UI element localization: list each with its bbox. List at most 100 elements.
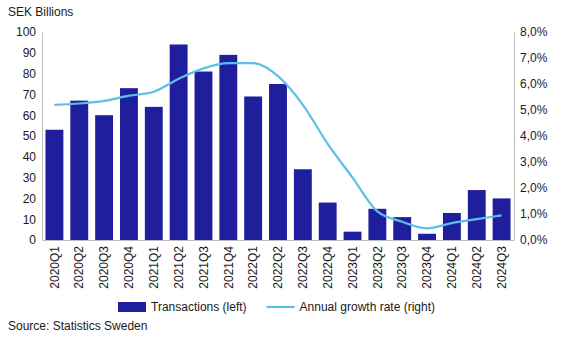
bar [120, 88, 138, 240]
bar [319, 203, 337, 240]
tick-label: 90 [23, 46, 37, 60]
legend-label: Annual growth rate (right) [300, 300, 435, 314]
tick: 60 [23, 109, 42, 123]
tick-label: 7,0% [520, 51, 548, 65]
tick-label: 2023Q1 [346, 246, 360, 289]
bar [418, 234, 436, 240]
tick: 0 [29, 233, 42, 247]
bar [95, 115, 113, 240]
tick: 2022Q4 [321, 240, 335, 289]
tick: 100 [16, 25, 42, 39]
bar [219, 55, 237, 240]
tick: 2022Q1 [246, 240, 260, 289]
chart: 0 10 20 30 40 50 60 70 80 90 100 0,0% 1,0% 2,0% 3,0% 4,… [0, 0, 564, 354]
tick: 70 [23, 88, 42, 102]
tick-label: 0,0% [520, 233, 548, 247]
tick: 2022Q2 [271, 240, 285, 289]
tick: 2022Q3 [296, 240, 310, 289]
tick: 0,0% [514, 233, 548, 247]
tick-label: 60 [23, 109, 37, 123]
tick: 2020Q4 [122, 240, 136, 289]
marks [45, 44, 510, 240]
tick: 2021Q1 [147, 240, 161, 289]
tick: 2021Q2 [172, 240, 186, 289]
tick: 2,0% [514, 181, 548, 195]
tick-label: 2021Q3 [197, 246, 211, 289]
bar [269, 84, 287, 240]
tick: 2023Q3 [395, 240, 409, 289]
tick-label: 2021Q4 [222, 246, 236, 289]
tick: 2023Q1 [346, 240, 360, 289]
tick-label: 10 [23, 213, 37, 227]
tick: 2020Q2 [72, 240, 86, 289]
tick-label: 2024Q3 [495, 246, 509, 289]
tick-label: 50 [23, 129, 37, 143]
tick-label: 5,0% [520, 103, 548, 117]
tick: 80 [23, 67, 42, 81]
tick: 10 [23, 213, 42, 227]
bar [195, 72, 213, 240]
tick: 1,0% [514, 207, 548, 221]
tick-label: 20 [23, 192, 37, 206]
axis-title: SEK Billions [8, 5, 73, 19]
tick: 2021Q3 [197, 240, 211, 289]
tick-label: 2022Q4 [321, 246, 335, 289]
y2-axis: 0,0% 1,0% 2,0% 3,0% 4,0% 5,0% 6,0% 7,0% 8,0% [514, 25, 548, 247]
tick-label: 2020Q3 [97, 246, 111, 289]
tick-label: 70 [23, 88, 37, 102]
tick: 20 [23, 192, 42, 206]
tick: 8,0% [514, 25, 548, 39]
tick-label: 2021Q2 [172, 246, 186, 289]
legend-item: Transactions (left) [118, 300, 247, 314]
tick: 2024Q2 [470, 240, 484, 289]
bar-series [45, 44, 510, 240]
tick-label: 2023Q2 [371, 246, 385, 289]
tick-label: 2024Q2 [470, 246, 484, 289]
legend: Transactions (left) Annual growth rate (r… [118, 300, 435, 314]
axis-line [42, 33, 43, 241]
tick: 2020Q1 [48, 240, 62, 289]
tick-label: 2020Q2 [72, 246, 86, 289]
tick: 7,0% [514, 51, 548, 65]
tick-label: 2023Q4 [420, 246, 434, 289]
tick: 40 [23, 150, 42, 164]
tick-label: 4,0% [520, 129, 548, 143]
legend-item: Annual growth rate (right) [267, 300, 435, 314]
tick-label: 40 [23, 150, 37, 164]
tick-label: 2024Q1 [445, 246, 459, 289]
x-axis: 2020Q1 2020Q2 2020Q3 2020Q4 2021Q1 2021Q2 2021… [43, 240, 515, 289]
bar [45, 130, 63, 240]
tick-label: 2021Q1 [147, 246, 161, 289]
tick: 2023Q4 [420, 240, 434, 289]
bar [70, 101, 88, 240]
y-axis: 0 10 20 30 40 50 60 70 80 90 100 [16, 25, 43, 247]
tick-label: 2022Q2 [271, 246, 285, 289]
bar [244, 96, 262, 240]
tick: 2024Q1 [445, 240, 459, 289]
legend-swatch [267, 306, 295, 308]
plot: 0 10 20 30 40 50 60 70 80 90 100 0,0% 1,0% 2,0% 3,0% 4,… [16, 25, 548, 288]
tick-label: 6,0% [520, 77, 548, 91]
tick: 90 [23, 46, 42, 60]
tick: 30 [23, 171, 42, 185]
tick-label: 3,0% [520, 155, 548, 169]
tick: 6,0% [514, 77, 548, 91]
legend-label: Transactions (left) [151, 300, 247, 314]
bar [468, 190, 486, 240]
bar [493, 198, 511, 240]
bar [368, 209, 386, 240]
axis-line [43, 240, 515, 241]
tick-label: 0 [29, 233, 36, 247]
tick-label: 2,0% [520, 181, 548, 195]
tick-label: 2020Q4 [122, 246, 136, 289]
tick-label: 80 [23, 67, 37, 81]
tick-label: 2023Q3 [395, 246, 409, 289]
tick: 2023Q2 [371, 240, 385, 289]
tick: 4,0% [514, 129, 548, 143]
bar [344, 232, 362, 240]
tick-label: 2022Q1 [246, 246, 260, 289]
line [54, 63, 501, 228]
tick-label: 30 [23, 171, 37, 185]
tick-label: 1,0% [520, 207, 548, 221]
bar [145, 107, 163, 240]
